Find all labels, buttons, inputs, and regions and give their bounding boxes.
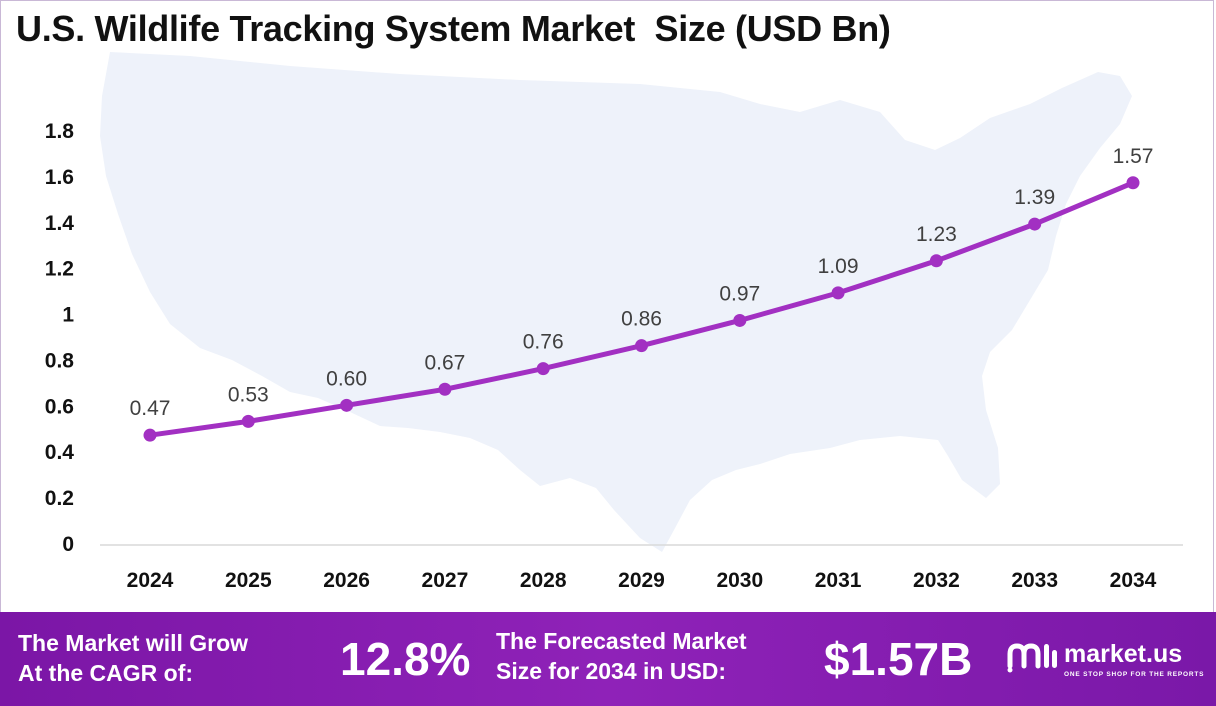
x-tick-label: 2024 [127,569,174,592]
y-tick-label: 0.2 [45,487,74,510]
line-chart: 00.20.40.60.811.21.41.61.8 2024 2025 2026 2… [45,52,1183,592]
forecast-caption-line2: Size for 2034 in USD: [496,658,727,684]
data-point[interactable] [536,362,550,376]
forecast-value: $1.57B [824,633,973,685]
data-points [143,176,1140,442]
y-tick-label: 0.8 [45,349,75,372]
cagr-value: 12.8% [340,633,471,685]
data-label: 0.60 [326,367,367,390]
x-tick-label: 2033 [1011,569,1058,592]
data-label: 1.09 [818,255,859,278]
data-label: 0.97 [719,282,760,305]
data-label: 0.53 [228,383,269,406]
cagr-caption-line1: The Market will Grow [18,630,249,656]
data-point[interactable] [241,414,255,428]
x-tick-label: 2028 [520,569,567,592]
y-tick-label: 1.6 [45,166,74,189]
data-point[interactable] [1126,176,1140,190]
x-axis-ticks: 2024 2025 2026 2027 2028 2029 2030 2031 2032 2033… [127,569,1157,592]
x-tick-label: 2031 [815,569,862,592]
market-us-logo[interactable]: market.us ONE STOP SHOP FOR THE REPORTS [1006,636,1212,684]
data-label: 0.76 [523,331,564,354]
data-point[interactable] [1028,217,1042,231]
data-labels: 0.47 0.53 0.60 0.67 0.76 0.86 0.97 1.09 1.23 1.39… [130,145,1154,420]
cagr-caption-line2: At the CAGR of: [18,660,194,686]
data-point[interactable] [635,339,648,353]
y-tick-label: 0.6 [45,395,74,418]
data-point[interactable] [340,398,354,412]
y-tick-label: 1.8 [45,120,75,143]
y-tick-label: 0.4 [45,441,75,464]
x-tick-label: 2026 [323,569,370,592]
x-tick-label: 2032 [913,569,960,592]
forecast-caption-line1: The Forecasted Market [496,628,747,654]
x-tick-label: 2027 [422,569,469,592]
chart-title: U.S. Wildlife Tracking System Market Siz… [16,8,891,49]
data-label: 0.86 [621,308,662,331]
data-label: 0.67 [424,351,465,374]
footer-banner: The Market will Grow At the CAGR of: 12.… [0,612,1216,706]
x-tick-label: 2030 [716,569,763,592]
data-label: 1.57 [1113,145,1154,168]
data-point[interactable] [831,286,845,300]
data-label: 1.39 [1014,186,1055,209]
y-tick-label: 1.4 [45,212,75,235]
data-label: 0.47 [130,397,171,420]
data-point[interactable] [733,313,747,327]
y-tick-label: 1.2 [45,258,74,281]
us-map-background [100,52,1132,552]
data-point[interactable] [143,428,157,442]
y-tick-label: 1 [62,304,74,327]
x-tick-label: 2034 [1110,569,1157,592]
logo-tagline: ONE STOP SHOP FOR THE REPORTS [1064,671,1205,678]
logo-name: market.us [1064,640,1183,668]
market-us-logo-icon [1007,643,1057,673]
cagr-caption: The Market will Grow At the CAGR of: [18,628,248,688]
y-axis-ticks: 0 0.2 0.4 0.6 0.8 1 1.2 1.4 1.6 1.8 [45,120,75,556]
x-tick-label: 2025 [225,569,272,592]
y-tick-label: 0 [62,533,74,556]
x-tick-label: 2029 [618,569,665,592]
data-point[interactable] [438,382,452,396]
data-label: 1.23 [916,223,957,246]
data-point[interactable] [929,254,943,268]
forecast-caption: The Forecasted Market Size for 2034 in U… [496,626,747,686]
